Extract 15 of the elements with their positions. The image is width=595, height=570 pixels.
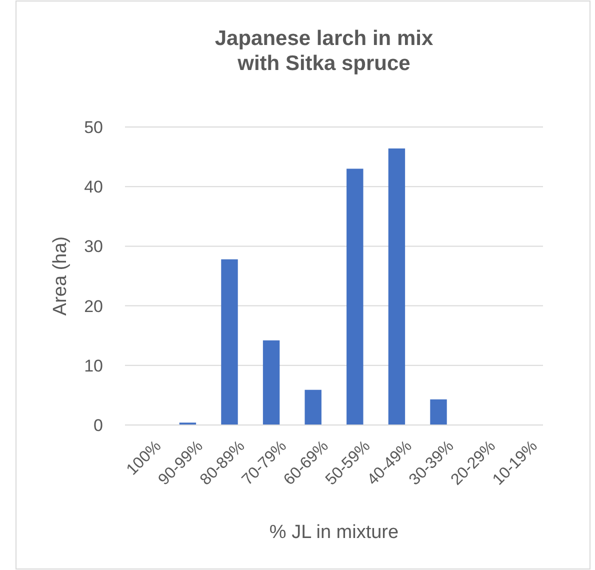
x-axis-title: % JL in mixture [269,522,399,543]
y-tick-label: 10 [84,356,103,376]
chart-title: Japanese larch in mix with Sitka spruce [214,27,434,75]
bar [221,259,238,425]
y-axis-title: Area (ha) [50,236,71,316]
bar [430,399,447,425]
y-tick-label: 0 [94,416,103,435]
y-tick-label: 50 [84,118,103,137]
y-tick-label: 30 [84,237,103,256]
bar [388,148,406,425]
y-tick-label: 20 [84,296,103,316]
bar [262,340,280,425]
y-tick-label: 40 [84,178,103,197]
bar [346,168,364,425]
bar [304,390,322,425]
